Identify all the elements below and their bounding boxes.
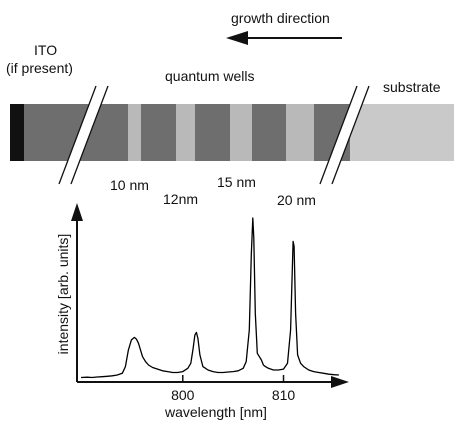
ito-label: ITO — [34, 42, 57, 58]
x-tick-label: 800 — [171, 387, 195, 403]
x-axis-arrowhead — [331, 376, 349, 388]
well-label-15nm: 15 nm — [217, 174, 256, 190]
x-tick-label: 810 — [272, 387, 296, 403]
layer-structure — [10, 85, 454, 185]
growth-direction-label: growth direction — [231, 10, 330, 26]
well-label-10nm: 10 nm — [110, 177, 149, 193]
break-gap-left — [59, 86, 108, 184]
ito-layer — [10, 104, 24, 161]
break-gap-right — [320, 86, 369, 184]
quantum-well-15nm — [230, 104, 252, 161]
substrate-layer — [350, 104, 454, 161]
substrate-label: substrate — [383, 79, 441, 95]
break-line — [319, 85, 358, 185]
well-label-20nm: 20 nm — [277, 192, 316, 208]
growth-direction-arrow — [226, 31, 342, 45]
break-line — [331, 85, 370, 185]
quantum-well-12nm — [176, 104, 195, 161]
ito-label-sub: (if present) — [6, 60, 73, 76]
quantum-well-20nm — [286, 104, 314, 161]
quantum-wells-label: quantum wells — [165, 68, 255, 84]
well-label-12nm: 12nm — [163, 191, 198, 207]
y-axis-arrowhead — [71, 203, 83, 221]
spectrum-chart: 800 810 wavelength [nm] intensity [arb. u… — [55, 203, 349, 420]
quantum-well-10nm — [128, 104, 141, 161]
break-line — [70, 85, 109, 185]
y-axis-label: intensity [arb. units] — [55, 234, 71, 355]
x-ticks: 800 810 — [171, 375, 295, 403]
x-axis-label: wavelength [nm] — [164, 404, 267, 420]
break-line — [58, 85, 97, 185]
spectrum-series-line — [80, 217, 339, 379]
